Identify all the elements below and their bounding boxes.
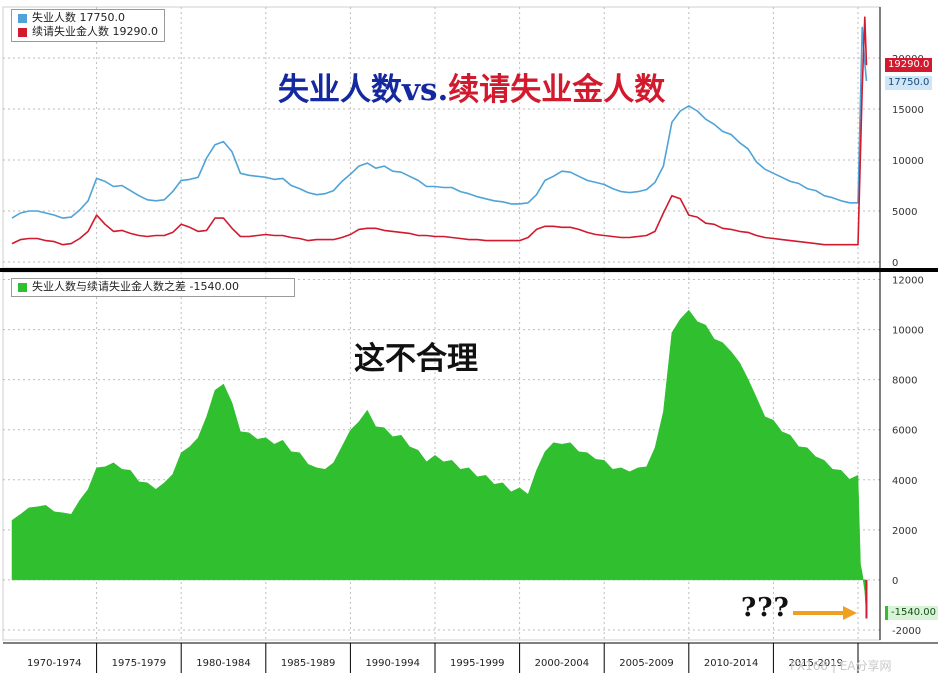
legend-item-difference: 失业人数与续请失业金人数之差 -1540.00 bbox=[18, 280, 288, 294]
top-y-tick-label: 0 bbox=[892, 258, 898, 269]
continuing-claims-line bbox=[11, 16, 868, 246]
legend-swatch-unemployed bbox=[18, 13, 27, 23]
annotation-layer bbox=[793, 606, 857, 620]
legend-item-unemployed: 失业人数 17750.0 bbox=[18, 11, 158, 25]
badge-difference: -1540.00 bbox=[885, 606, 938, 620]
bottom-y-tick-label: 10000 bbox=[892, 326, 924, 337]
x-tick-label: 1995-1999 bbox=[450, 658, 505, 669]
x-tick-label: 1985-1989 bbox=[281, 658, 336, 669]
headline-title: 失业人数vs.续请失业金人数 bbox=[278, 64, 665, 109]
x-tick-label: 2010-2014 bbox=[704, 658, 759, 669]
axes-layer: 05000100001500020000-2000020004000600080… bbox=[0, 7, 938, 673]
annotation-text: 这不合理 bbox=[354, 341, 478, 377]
legend-label-unemployed: 失业人数 17750.0 bbox=[32, 11, 125, 24]
difference-area-layer bbox=[11, 309, 868, 619]
legend-item-continuing-claims: 续请失业金人数 19290.0 bbox=[18, 25, 158, 39]
x-tick-label: 1970-1974 bbox=[27, 658, 82, 669]
badge-continuing-claims: 19290.0 bbox=[885, 58, 933, 72]
legend-swatch-continuing-claims bbox=[18, 27, 27, 37]
legend-swatch-difference bbox=[18, 282, 27, 292]
top-y-tick-label: 10000 bbox=[892, 156, 924, 167]
bottom-y-tick-label: 6000 bbox=[892, 426, 917, 437]
legend-label-continuing-claims: 续请失业金人数 19290.0 bbox=[32, 25, 158, 38]
x-tick-label: 1975-1979 bbox=[112, 658, 167, 669]
top-legend: 失业人数 17750.0 续请失业金人数 19290.0 bbox=[11, 9, 165, 42]
x-tick-label: 2000-2004 bbox=[535, 658, 590, 669]
x-tick-label: 1990-1994 bbox=[365, 658, 420, 669]
watermark: FX168 | EA分享网 bbox=[790, 659, 892, 673]
top-y-tick-label: 5000 bbox=[892, 207, 917, 218]
bottom-y-tick-label: 2000 bbox=[892, 526, 917, 537]
bottom-y-tick-label: 12000 bbox=[892, 276, 924, 287]
headline-part-red: 续请失业金人数 bbox=[448, 72, 666, 108]
bottom-y-tick-label: 8000 bbox=[892, 376, 917, 387]
bottom-legend: 失业人数与续请失业金人数之差 -1540.00 bbox=[11, 278, 295, 297]
top-panel-grid bbox=[2, 6, 881, 269]
top-y-tick-label: 15000 bbox=[892, 105, 924, 116]
arrow-head bbox=[843, 606, 857, 620]
x-tick-label: 1980-1984 bbox=[196, 658, 251, 669]
x-tick-label: 2005-2009 bbox=[619, 658, 674, 669]
difference-area-series bbox=[11, 309, 867, 617]
bottom-y-tick-label: -2000 bbox=[892, 626, 921, 637]
bottom-y-tick-label: 4000 bbox=[892, 476, 917, 487]
headline-part-blue: 失业人数vs. bbox=[278, 72, 449, 108]
unemployed-line bbox=[11, 26, 868, 219]
badge-unemployed: 17750.0 bbox=[885, 76, 933, 90]
question-marks: ??? bbox=[741, 593, 790, 623]
bottom-y-tick-label: 0 bbox=[892, 576, 898, 587]
line-series-layer bbox=[11, 16, 868, 246]
x-tick-label: 2015-2019 bbox=[788, 658, 843, 669]
legend-label-difference: 失业人数与续请失业金人数之差 -1540.00 bbox=[32, 280, 239, 293]
